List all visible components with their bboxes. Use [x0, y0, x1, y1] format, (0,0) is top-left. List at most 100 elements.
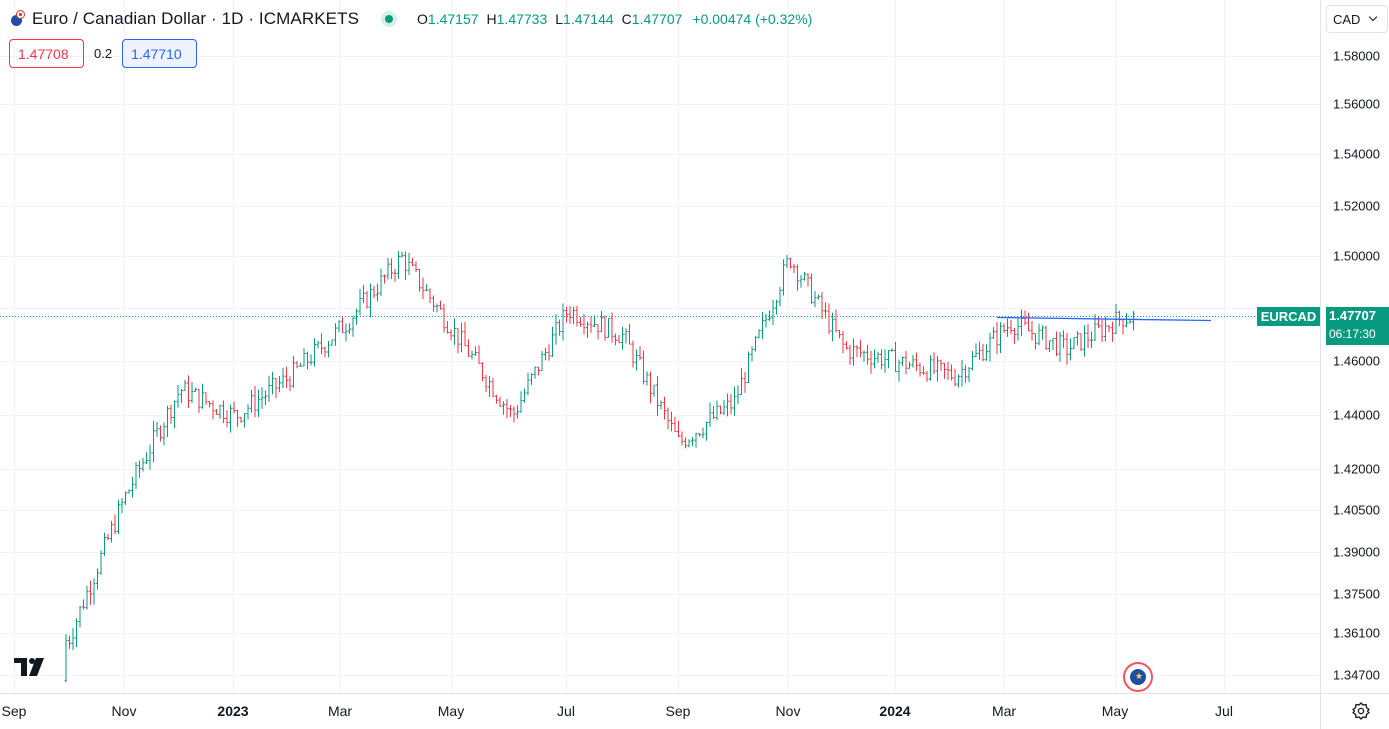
candle: [764, 313, 768, 328]
candle: [589, 316, 593, 333]
candle: [197, 388, 201, 413]
candle: [344, 323, 348, 342]
candle: [138, 460, 141, 478]
candle: [439, 300, 442, 310]
candle: [446, 321, 449, 334]
candle: [1079, 333, 1083, 352]
candle: [484, 374, 488, 393]
candle: [750, 346, 754, 362]
price-tick-label: 1.52000: [1333, 199, 1380, 214]
candle: [796, 264, 799, 291]
price-tick-label: 1.42000: [1333, 462, 1380, 477]
candle: [169, 404, 173, 424]
candle: [502, 401, 505, 415]
candle: [901, 356, 904, 367]
candle: [470, 350, 474, 360]
candle: [754, 336, 757, 352]
candle: [148, 444, 152, 470]
candle: [1062, 330, 1065, 348]
gear-icon[interactable]: [1351, 701, 1371, 721]
candle: [414, 261, 418, 273]
candle: [785, 255, 789, 268]
candle: [155, 421, 159, 437]
tradingview-logo-icon[interactable]: [14, 657, 50, 682]
candle: [239, 416, 243, 424]
candle: [1037, 323, 1041, 346]
candle: [411, 257, 414, 266]
candle: [1055, 331, 1058, 357]
candle: [712, 406, 715, 420]
candle: [456, 328, 460, 354]
candle: [78, 606, 82, 628]
currency-selector[interactable]: CAD: [1326, 5, 1388, 33]
candle: [99, 550, 103, 575]
candle: [267, 375, 271, 402]
candle: [488, 376, 491, 397]
candle: [516, 405, 519, 419]
low-key: L: [555, 11, 564, 27]
candle: [554, 314, 558, 345]
candle: [855, 345, 859, 358]
last-price-tag: 1.47707 06:17:30: [1326, 307, 1389, 345]
symbol-title[interactable]: Euro / Canadian Dollar · 1D · ICMARKETS: [32, 9, 360, 28]
time-axis[interactable]: Sep Nov 2023 Mar May Jul Sep Nov 2024 Mar May Jul: [2, 703, 1233, 719]
candle: [621, 326, 624, 350]
change-value: +0.00474 (+0.32%): [692, 11, 813, 27]
candle: [841, 331, 845, 354]
candle: [915, 352, 918, 372]
price-tick-label: 1.36100: [1333, 626, 1380, 641]
sell-button[interactable]: 1.47708: [9, 39, 84, 68]
candle: [1002, 323, 1006, 333]
candle: [757, 329, 761, 339]
candle: [540, 351, 544, 372]
candle: [1118, 310, 1121, 326]
candle: [768, 310, 771, 321]
candle: [1121, 319, 1125, 335]
candle: [1076, 331, 1079, 346]
candle: [106, 533, 110, 541]
candle: [194, 387, 197, 392]
candle: [302, 348, 306, 367]
chart-grid: [0, 0, 1320, 693]
candle: [85, 585, 89, 610]
candle: [1090, 331, 1093, 348]
candle: [617, 335, 621, 343]
candle: [974, 343, 978, 358]
candle: [743, 371, 747, 393]
candle: [278, 375, 281, 393]
buy-button[interactable]: 1.47710: [122, 39, 198, 68]
price-tick-label: 1.46000: [1333, 354, 1380, 369]
time-tick-label: Sep: [2, 703, 27, 719]
candle: [572, 306, 575, 325]
trendline[interactable]: [996, 316, 1212, 322]
candle: [680, 431, 684, 446]
candle: [939, 359, 943, 371]
candle: [911, 354, 915, 368]
candle: [92, 578, 96, 605]
candle: [309, 354, 313, 366]
candle: [474, 346, 477, 356]
high-key: H: [486, 11, 497, 27]
candle: [729, 394, 733, 415]
candle: [281, 367, 285, 389]
candle: [1086, 323, 1090, 349]
candle: [1072, 337, 1076, 350]
candle: [243, 413, 246, 428]
candle: [68, 635, 71, 650]
candle: [271, 371, 274, 395]
candle: [596, 323, 600, 340]
candle: [372, 285, 376, 299]
candle: [421, 277, 425, 300]
currency-label: CAD: [1333, 11, 1361, 27]
candle: [1104, 316, 1107, 342]
candle: [645, 371, 649, 386]
eu-event-icon[interactable]: ★: [1123, 662, 1153, 692]
price-axis[interactable]: 1.58000 1.56000 1.54000 1.52000 1.50000 1.460…: [1333, 49, 1380, 683]
candle: [313, 338, 316, 367]
candle: [967, 366, 971, 383]
candle: [295, 361, 299, 369]
market-open-icon[interactable]: [381, 11, 398, 27]
candle: [883, 349, 887, 373]
candle: [908, 361, 911, 369]
